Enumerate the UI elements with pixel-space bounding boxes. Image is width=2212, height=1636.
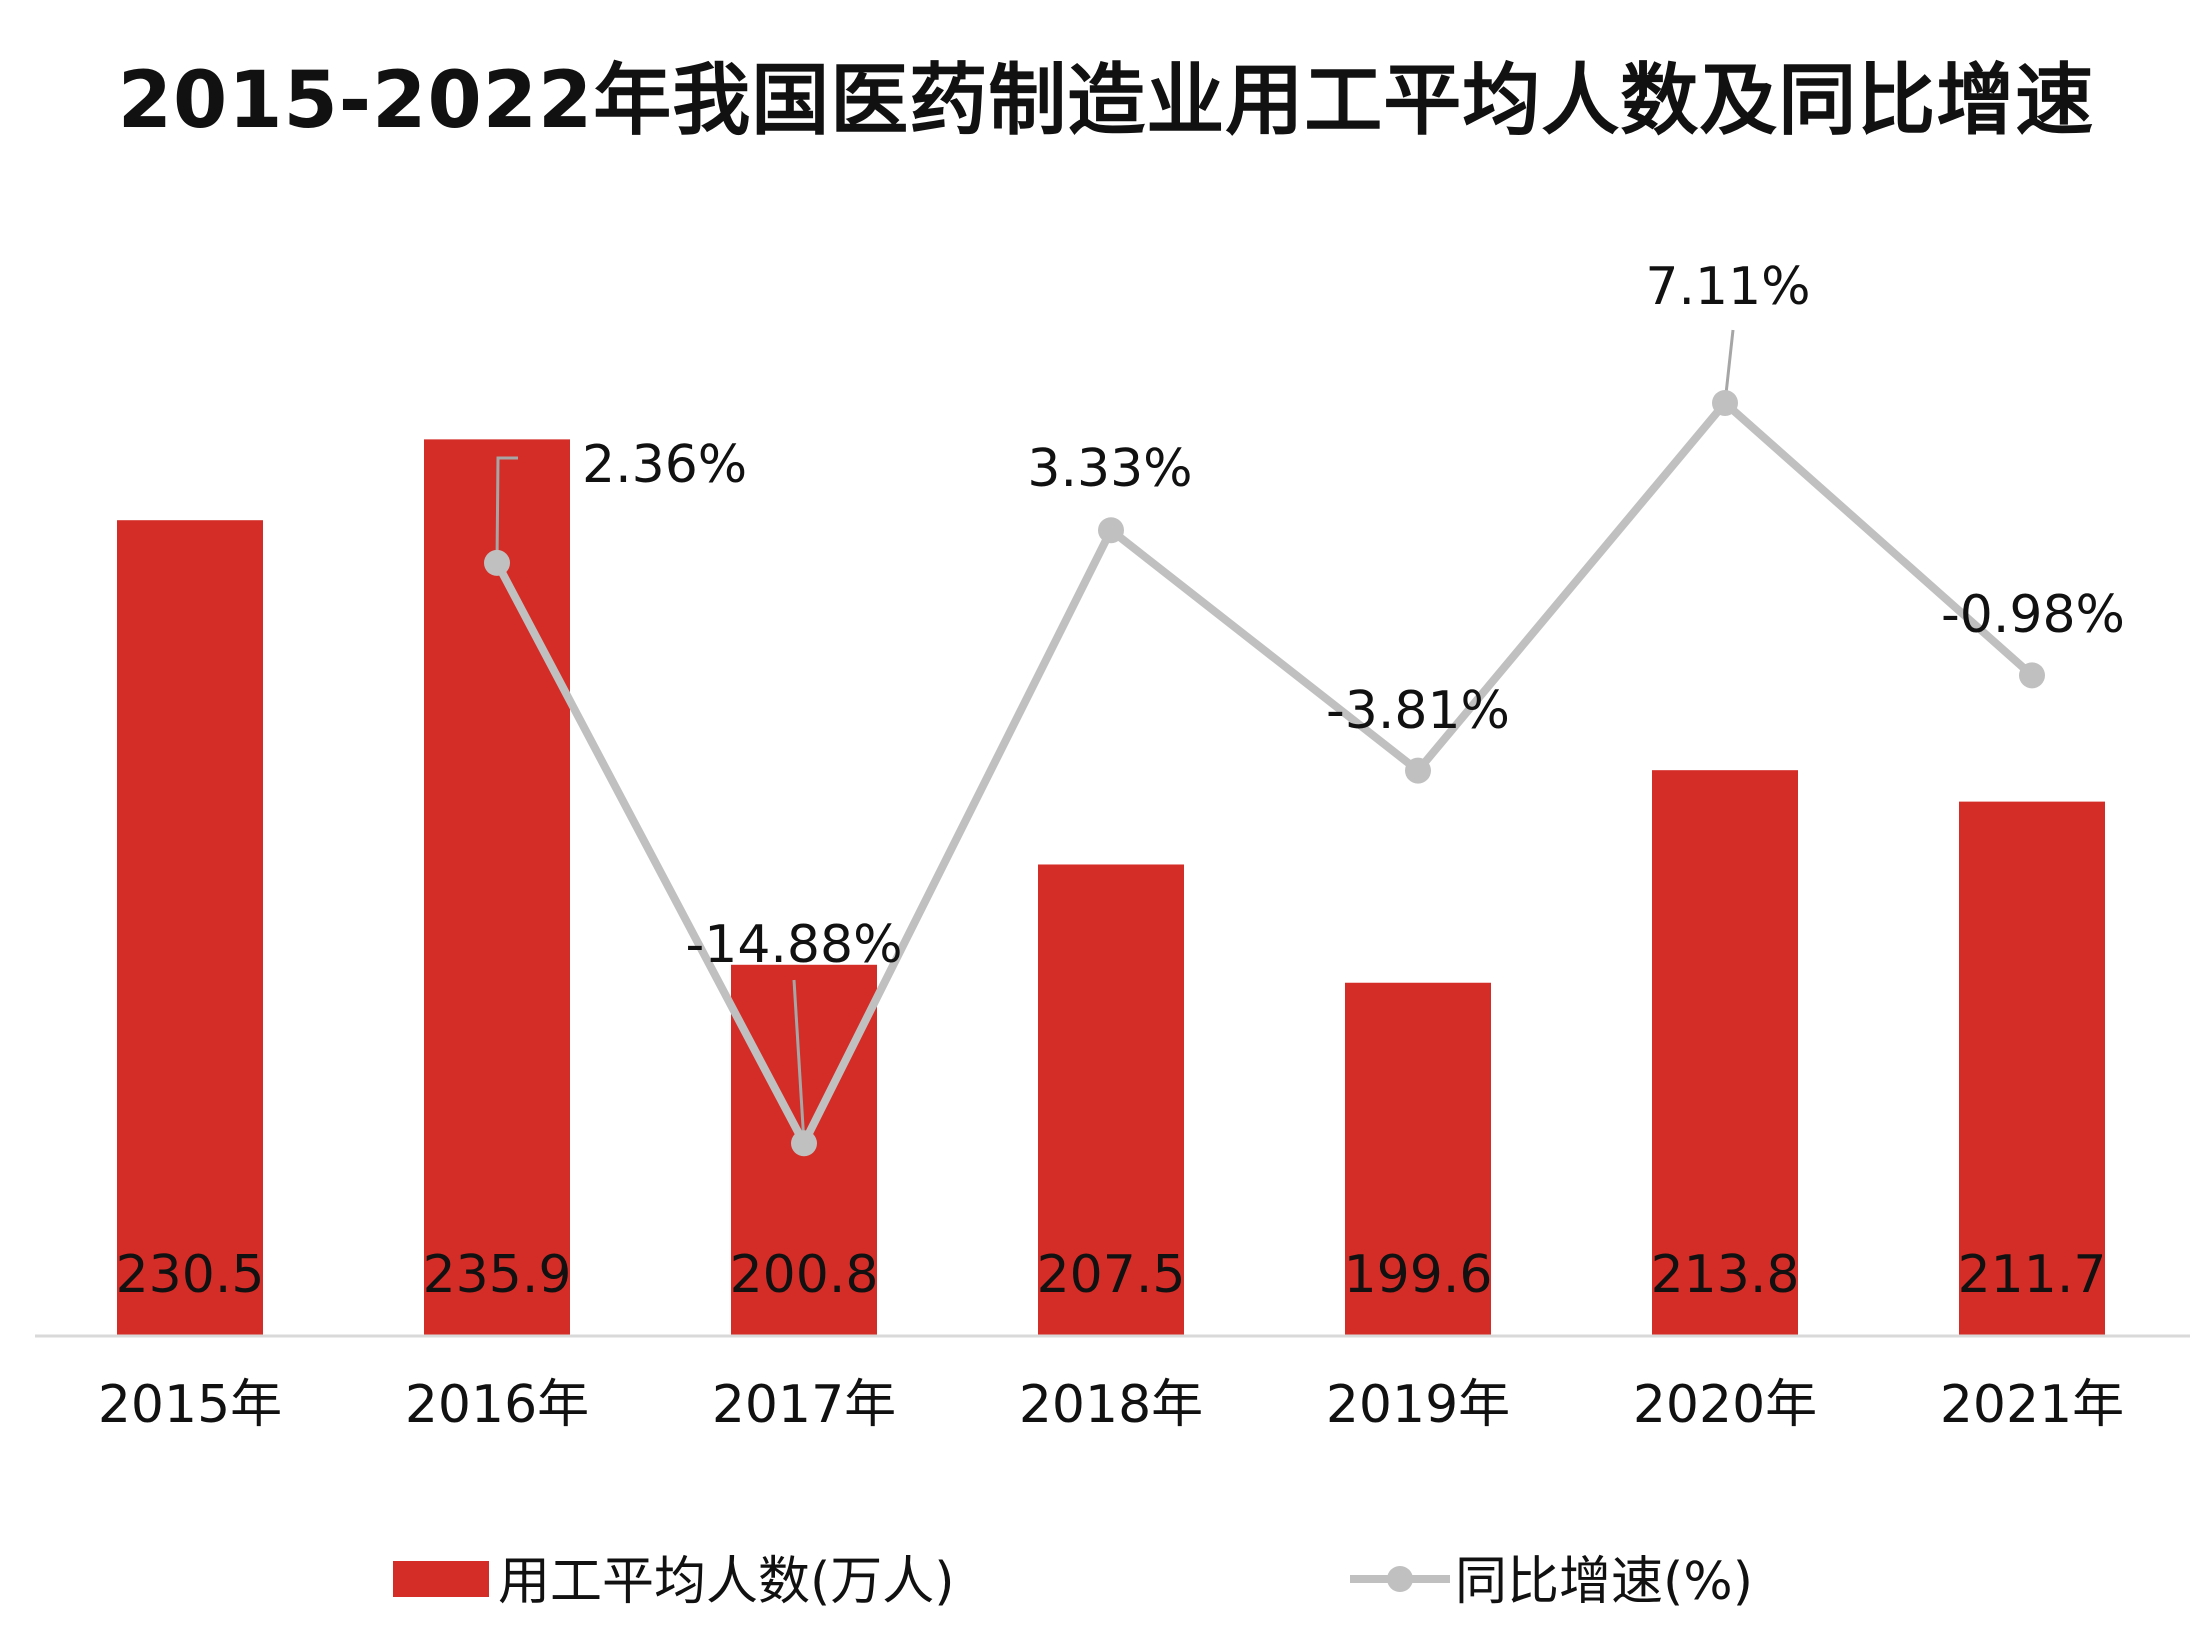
growth-point xyxy=(1405,757,1431,784)
x-tick-label: 2019年 xyxy=(1326,1375,1510,1435)
data-label-leader xyxy=(495,456,518,563)
growth-value-label: 2.36% xyxy=(582,435,747,495)
growth-point xyxy=(791,1130,817,1157)
growth-point xyxy=(1712,389,1738,416)
bar-value-label: 207.5 xyxy=(1037,1245,1186,1305)
bar-value-label: 230.5 xyxy=(116,1245,265,1305)
growth-value-label: 3.33% xyxy=(1027,439,1192,499)
x-tick-label: 2021年 xyxy=(1940,1375,2124,1435)
bar xyxy=(424,439,570,1336)
bar-value-label: 213.8 xyxy=(1651,1245,1800,1305)
x-tick-label: 2020年 xyxy=(1633,1375,1817,1435)
x-tick-label: 2017年 xyxy=(712,1375,896,1435)
legend: 用工平均人数(万人) 同比增速(%) xyxy=(393,1552,1753,1612)
data-label-leader xyxy=(792,979,806,1144)
chart-title: 2015-2022年我国医药制造业用工平均人数及同比增速 xyxy=(117,56,2095,146)
growth-value-label: -0.98% xyxy=(1941,585,2125,645)
growth-value-label: -3.81% xyxy=(1326,681,1510,741)
bar-value-label: 235.9 xyxy=(423,1245,572,1305)
bar-value-label: 211.7 xyxy=(1958,1245,2107,1305)
bar xyxy=(1038,864,1184,1336)
legend-bar-label: 用工平均人数(万人) xyxy=(498,1552,955,1612)
bar-value-label: 200.8 xyxy=(730,1245,879,1305)
growth-value-label: -14.88% xyxy=(685,915,902,975)
x-tick-label: 2018年 xyxy=(1019,1375,1203,1435)
growth-series-line xyxy=(493,397,2035,1153)
legend-line-label: 同比增速(%) xyxy=(1455,1552,1753,1612)
growth-value-label: 7.11% xyxy=(1645,257,1810,317)
growth-point xyxy=(2019,662,2045,689)
bar xyxy=(1652,770,1798,1336)
bar-value-label: 199.6 xyxy=(1344,1245,1493,1305)
legend-bar-swatch xyxy=(393,1561,489,1597)
x-tick-label: 2015年 xyxy=(98,1375,282,1435)
bar xyxy=(117,520,263,1336)
bar-labels-layer: 230.5 235.9 200.8 207.5 199.6 213.8 211.7 xyxy=(116,1245,2107,1305)
bar xyxy=(1345,982,1491,1336)
x-tick-labels: 2015年 2016年 2017年 2018年 2019年 2020年 2021年 xyxy=(98,1375,2124,1435)
growth-point xyxy=(484,549,510,576)
growth-point xyxy=(1098,517,1124,544)
bars-layer xyxy=(117,439,2105,1336)
legend-line-marker xyxy=(1387,1566,1413,1592)
line-layer: 2.36% -14.88% 3.33% -3.81% 7.11% -0.98% xyxy=(484,257,2125,1157)
bar xyxy=(1959,801,2105,1336)
x-tick-label: 2016年 xyxy=(405,1375,589,1435)
